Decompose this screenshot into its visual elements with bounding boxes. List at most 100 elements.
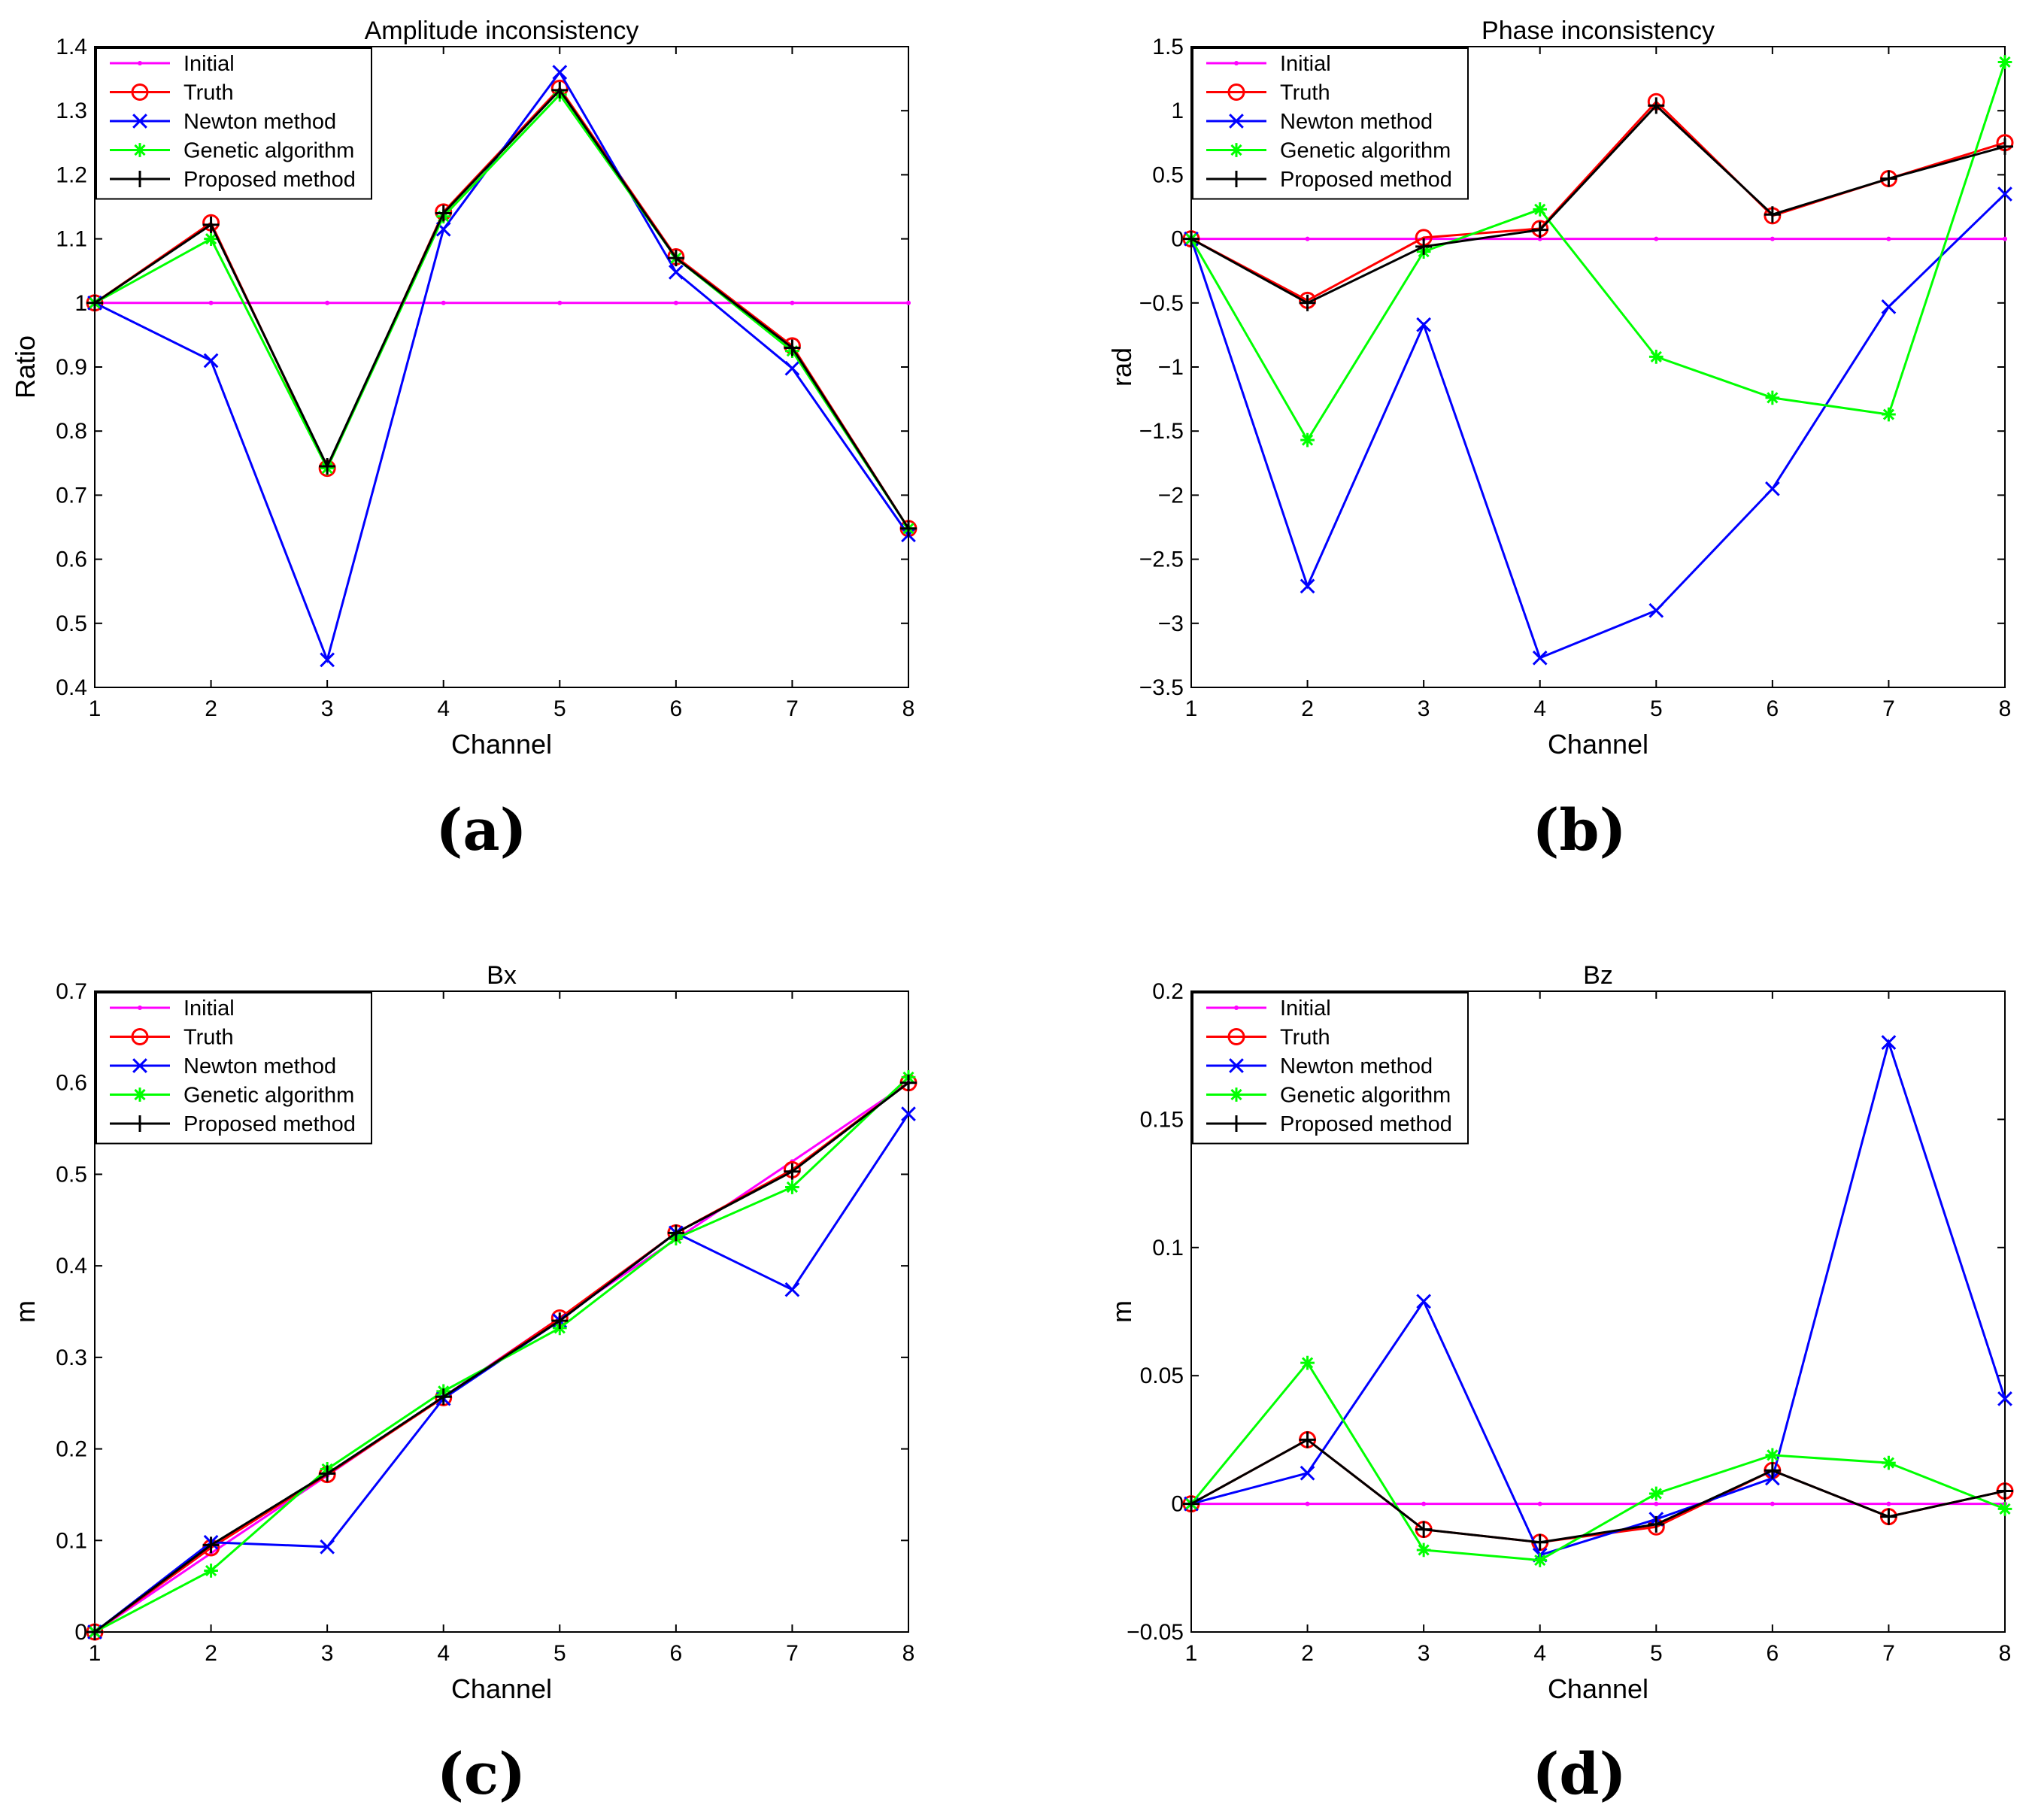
data-point-initial: [1886, 236, 1891, 241]
x-tick-label: 3: [1418, 696, 1430, 721]
data-point-proposed-method: [551, 1312, 569, 1330]
y-axis-label: rad: [1106, 347, 1137, 387]
data-point-genetic-algorithm: [1997, 1502, 2012, 1516]
x-tick-label: 3: [1418, 1641, 1430, 1666]
data-point-proposed-method: [1880, 170, 1897, 187]
data-point-initial: [1654, 1501, 1659, 1506]
data-point-newton-method: [1881, 299, 1897, 314]
data-point-proposed-method: [319, 1465, 336, 1482]
legend-marker-initial: [1234, 61, 1239, 65]
data-point-proposed-method: [784, 339, 801, 356]
data-point-newton-method: [1764, 481, 1780, 496]
x-tick-label: 4: [1533, 1641, 1546, 1666]
data-point-proposed-method: [1648, 1515, 1665, 1533]
series-line-genetic-algorithm: [1190, 1360, 2006, 1562]
data-point-proposed-method: [202, 216, 220, 233]
legend-label-initial: Initial: [183, 52, 235, 76]
y-tick-label: −3.5: [1139, 675, 1184, 700]
data-point-initial: [557, 300, 563, 305]
panel-caption: (d): [1532, 1740, 1626, 1807]
y-tick-label: 0: [1171, 227, 1184, 252]
y-tick-label: 0.6: [56, 548, 87, 572]
legend-label-genetic-algorithm: Genetic algorithm: [1280, 139, 1451, 163]
data-point-genetic-algorithm: [1533, 1553, 1548, 1567]
data-point-genetic-algorithm: [1648, 350, 1664, 364]
y-tick-label: −2: [1158, 483, 1184, 508]
legend: Initial Truth Newton method Genetic algorit…: [1192, 47, 1469, 200]
data-point-genetic-algorithm: [204, 1564, 218, 1578]
legend-label-genetic-algorithm: Genetic algorithm: [1280, 1084, 1451, 1108]
data-point-newton-method: [668, 265, 684, 280]
legend-marker-initial: [138, 1006, 142, 1010]
x-tick-label: 6: [1767, 696, 1779, 721]
y-tick-label: 0.5: [56, 611, 87, 636]
legend-marker-genetic-algorithm: [132, 143, 147, 157]
legend-label-truth: Truth: [1280, 81, 1330, 105]
series-group: [1182, 1035, 2014, 1567]
y-tick-label: −1: [1158, 355, 1184, 380]
chart-title: Amplitude inconsistency: [365, 17, 639, 45]
data-point-proposed-method: [784, 1163, 801, 1180]
x-tick-label: 1: [1185, 1641, 1198, 1666]
data-point-newton-method: [1416, 317, 1432, 332]
data-point-proposed-method: [900, 520, 917, 537]
data-point-proposed-method: [900, 1074, 917, 1091]
series-line-newton-method: [1190, 193, 2006, 660]
y-tick-label: 0.5: [1152, 162, 1184, 187]
legend-label-proposed-method: Proposed method: [183, 168, 356, 192]
data-point-newton-method: [1532, 650, 1548, 666]
data-point-initial: [1886, 1501, 1891, 1506]
x-axis-label: Channel: [451, 729, 552, 760]
data-point-newton-method: [1300, 1465, 1315, 1481]
data-point-proposed-method: [1415, 1521, 1433, 1538]
legend-marker-genetic-algorithm: [132, 1087, 147, 1102]
series-group: [86, 65, 917, 668]
series-line-proposed-method: [94, 1081, 909, 1633]
y-tick-label: 1.3: [56, 99, 87, 123]
y-axis-label: m: [1106, 1300, 1137, 1323]
y-tick-label: 1: [1171, 99, 1184, 123]
y-axis-label: m: [10, 1300, 41, 1323]
data-point-proposed-method: [1531, 1533, 1548, 1551]
data-point-genetic-algorithm: [1416, 1542, 1431, 1558]
data-point-genetic-algorithm: [1765, 390, 1780, 405]
data-point-proposed-method: [1299, 294, 1316, 311]
data-point-proposed-method: [86, 294, 103, 311]
legend-marker-initial: [138, 61, 142, 65]
x-tick-label: 5: [1650, 696, 1663, 721]
legend-label-newton-method: Newton method: [1280, 1054, 1433, 1078]
plot-area: [1190, 990, 2006, 1633]
data-point-genetic-algorithm: [1882, 1455, 1896, 1470]
x-tick-label: 1: [1185, 696, 1198, 721]
chart-panel-c: 1 2 3 4 5 6 7 8 0 0.1 0.2 0.3 0.4 0.5 0.6 0.7 Bx Channel m…: [10, 961, 917, 1807]
data-point-initial: [906, 300, 911, 305]
legend-marker-proposed-method: [1228, 1115, 1245, 1132]
y-tick-label: 1.1: [56, 227, 87, 252]
x-tick-label: 5: [553, 1641, 566, 1666]
data-point-initial: [325, 300, 330, 305]
data-point-initial: [1537, 1501, 1542, 1506]
data-point-proposed-method: [551, 81, 569, 99]
data-point-newton-method: [1997, 1391, 2012, 1406]
data-point-initial: [790, 300, 795, 305]
data-point-newton-method: [784, 360, 800, 376]
x-tick-label: 5: [553, 696, 566, 721]
y-tick-label: 0.05: [1140, 1363, 1184, 1388]
x-tick-label: 2: [1301, 1641, 1314, 1666]
legend-label-initial: Initial: [1280, 52, 1331, 76]
y-tick-label: 0.4: [56, 675, 87, 700]
x-tick-label: 7: [1882, 1641, 1895, 1666]
x-tick-label: 2: [205, 1641, 217, 1666]
x-tick-label: 3: [321, 1641, 334, 1666]
data-point-genetic-algorithm: [785, 1180, 799, 1194]
data-point-proposed-method: [1183, 1495, 1199, 1512]
x-tick-label: 2: [1301, 696, 1314, 721]
legend: Initial Truth Newton method Genetic algorit…: [96, 992, 372, 1145]
data-point-genetic-algorithm: [204, 232, 218, 246]
x-tick-label: 4: [437, 1641, 450, 1666]
legend-marker-genetic-algorithm: [1229, 1087, 1244, 1102]
data-point-proposed-method: [86, 1624, 103, 1640]
x-tick-label: 2: [205, 696, 217, 721]
panel-caption: (b): [1532, 796, 1626, 863]
data-point-proposed-method: [1299, 1431, 1316, 1448]
